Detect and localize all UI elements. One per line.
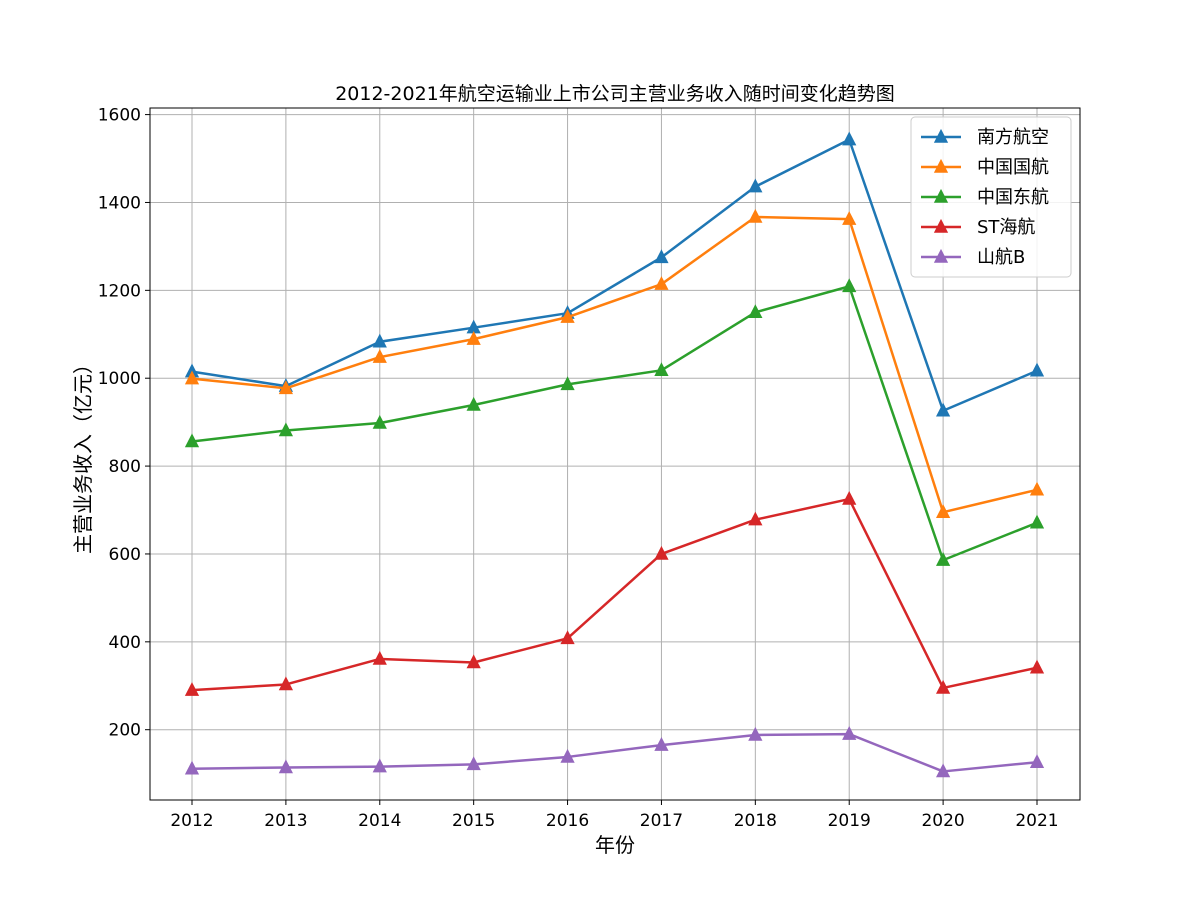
data-point-marker: [842, 490, 857, 505]
data-point-marker: [372, 758, 387, 773]
data-point-marker: [278, 380, 294, 395]
data-point-marker: [935, 504, 951, 518]
series-line: [191, 732, 1038, 773]
y-tick-label: 800: [109, 457, 141, 477]
y-axis: 200 400 600 800 1000 1200 1400 1600: [98, 106, 150, 741]
x-tick-label: 2016: [546, 811, 589, 831]
data-point-marker: [842, 278, 857, 293]
y-tick-label: 1400: [98, 193, 141, 213]
legend-label: 中国东航: [977, 187, 1049, 208]
plot-frame: [149, 107, 1081, 801]
y-tick-label: 200: [109, 721, 141, 741]
data-point-marker: [278, 676, 294, 691]
series-line: [191, 138, 1038, 412]
data-point-marker: [560, 748, 575, 763]
legend-box: [910, 116, 1072, 278]
data-point-marker: [654, 545, 669, 560]
data-point-marker: [748, 304, 763, 319]
data-point-marker: [654, 276, 669, 290]
y-tick-label: 1600: [98, 106, 141, 126]
x-axis: 2012 2013 2014 2015 2016 2017 2018 2019 2020 2021: [170, 800, 1059, 831]
data-point-marker: [184, 682, 200, 696]
data-point-marker: [654, 362, 669, 377]
data-point-marker: [560, 630, 575, 645]
x-tick-label: 2021: [1015, 811, 1058, 831]
x-axis-label: 年份: [595, 833, 635, 857]
legend-label: 山航B: [977, 247, 1025, 268]
x-tick-label: 2014: [358, 811, 401, 831]
series-line: [191, 215, 1038, 514]
data-point-marker: [748, 178, 763, 193]
x-tick-label: 2018: [734, 811, 777, 831]
data-point-marker: [560, 376, 575, 391]
data-point-marker: [935, 763, 951, 778]
data-point-marker: [935, 552, 951, 566]
legend-swatch-marker: [933, 158, 949, 173]
data-point-marker: [466, 654, 481, 669]
data-point-marker: [466, 756, 481, 771]
grid: [150, 108, 1080, 800]
data-point-marker: [654, 249, 669, 264]
data-point-marker: [372, 414, 387, 429]
data-point-marker: [1029, 362, 1045, 377]
data-point-marker: [560, 309, 575, 323]
data-point-marker: [1029, 481, 1045, 496]
data-point-marker: [278, 759, 294, 774]
legend-label: ST海航: [977, 217, 1035, 238]
chart-title: 2012-2021年航空运输业上市公司主营业务收入随时间变化趋势图: [335, 83, 895, 105]
data-point-marker: [748, 726, 763, 741]
data-point-marker: [184, 370, 200, 385]
legend-label: 南方航空: [977, 127, 1049, 148]
data-point-marker: [372, 650, 387, 665]
legend-swatch-marker: [933, 248, 949, 263]
data-point-marker: [278, 422, 294, 437]
data-point-marker: [842, 131, 857, 146]
y-tick-label: 600: [109, 545, 141, 565]
data-point-marker: [842, 726, 857, 740]
series-line: [191, 285, 1038, 562]
data-point-marker: [935, 679, 951, 694]
data-point-marker: [1029, 754, 1045, 768]
legend-label: 中国国航: [977, 157, 1049, 178]
x-tick-label: 2017: [640, 811, 683, 831]
x-tick-label: 2012: [170, 811, 213, 831]
series-lines: [184, 131, 1045, 778]
data-point-marker: [184, 760, 200, 775]
data-point-marker: [842, 211, 857, 225]
x-tick-label: 2020: [921, 811, 964, 831]
series-line: [191, 497, 1038, 692]
data-point-marker: [466, 396, 481, 411]
data-point-marker: [935, 402, 951, 417]
y-tick-label: 400: [109, 633, 141, 653]
y-tick-label: 1000: [98, 369, 141, 389]
data-point-marker: [748, 208, 763, 223]
data-point-marker: [748, 511, 763, 526]
data-point-marker: [372, 349, 387, 363]
data-point-marker: [372, 333, 387, 348]
x-tick-label: 2015: [452, 811, 495, 831]
data-point-marker: [184, 433, 200, 448]
y-tick-label: 1200: [98, 281, 141, 301]
legend-swatch-marker: [933, 188, 949, 203]
legend-swatch-marker: [933, 218, 949, 233]
data-point-marker: [466, 331, 481, 345]
data-point-marker: [1029, 659, 1045, 674]
x-tick-label: 2013: [264, 811, 307, 831]
data-point-marker: [1029, 514, 1045, 529]
legend-swatch-marker: [933, 128, 949, 143]
y-axis-label: 主营业务收入（亿元）: [71, 354, 95, 554]
data-point-marker: [654, 736, 669, 751]
x-tick-label: 2019: [828, 811, 871, 831]
